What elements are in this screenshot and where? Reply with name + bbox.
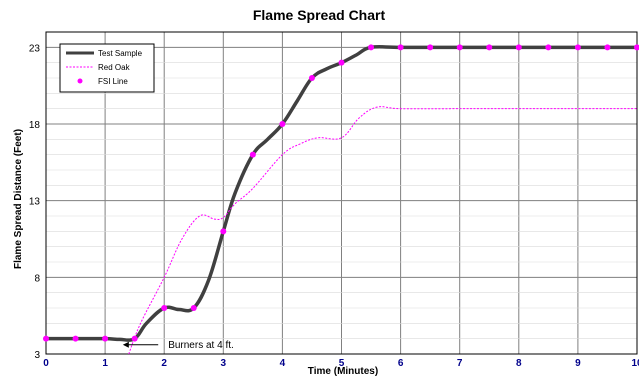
- series-line-red-oak: [128, 106, 637, 355]
- fsi-marker: [308, 75, 315, 81]
- x-tick-label: 6: [398, 358, 404, 369]
- y-axis-title: Flame Spread Distance (Feet): [13, 129, 24, 269]
- fsi-marker: [397, 44, 404, 51]
- y-tick-label: 13: [29, 197, 41, 208]
- fsi-marker: [161, 305, 168, 311]
- plot-area: [45, 31, 638, 355]
- fsi-marker: [486, 44, 493, 51]
- fsi-marker: [574, 44, 581, 51]
- fsi-marker: [43, 335, 49, 342]
- x-tick-label: 2: [161, 358, 167, 369]
- y-tick-label: 18: [29, 120, 41, 131]
- x-axis-title: Time (Minutes): [308, 366, 378, 377]
- fsi-marker: [72, 335, 79, 342]
- chart-title: Flame Spread Chart: [253, 7, 386, 23]
- fsi-marker: [102, 335, 109, 342]
- annotation-label: Burners at 4 ft.: [168, 340, 234, 351]
- fsi-marker: [456, 44, 463, 51]
- tick-labels: 01234567891038131823: [29, 43, 639, 369]
- fsi-marker: [131, 335, 138, 342]
- fsi-marker: [634, 44, 639, 51]
- x-tick-label: 4: [280, 358, 286, 369]
- x-tick-label: 1: [102, 358, 108, 369]
- fsi-marker: [545, 44, 552, 51]
- x-tick-label: 0: [43, 358, 49, 369]
- y-tick-label: 23: [29, 43, 41, 54]
- fsi-marker: [338, 59, 345, 66]
- legend: Test Sample Red Oak FSI Line: [59, 43, 155, 93]
- x-tick-label: 3: [221, 358, 227, 369]
- fsi-marker: [427, 44, 434, 51]
- fsi-marker: [249, 151, 256, 158]
- fsi-marker: [515, 44, 522, 51]
- legend-label: Red Oak: [98, 63, 131, 72]
- fsi-marker: [220, 228, 227, 235]
- y-tick-label: 3: [34, 350, 40, 361]
- x-tick-label: 8: [516, 358, 522, 369]
- series-layer: [43, 44, 639, 355]
- plot-border: [45, 31, 638, 355]
- x-tick-label: 7: [457, 358, 463, 369]
- fsi-marker: [190, 305, 197, 311]
- fsi-marker: [368, 44, 375, 51]
- legend-label: FSI Line: [98, 77, 128, 86]
- annotation: Burners at 4 ft.: [122, 340, 234, 351]
- x-tick-label: 10: [631, 358, 639, 369]
- annotation-arrowhead: [122, 341, 129, 348]
- x-tick-label: 5: [339, 358, 345, 369]
- legend-label: Test Sample: [98, 49, 143, 58]
- legend-swatch-fsi-line: [77, 78, 83, 84]
- fsi-marker: [604, 44, 611, 51]
- fsi-marker: [279, 121, 286, 127]
- x-tick-label: 9: [575, 358, 581, 369]
- y-tick-label: 8: [34, 273, 40, 284]
